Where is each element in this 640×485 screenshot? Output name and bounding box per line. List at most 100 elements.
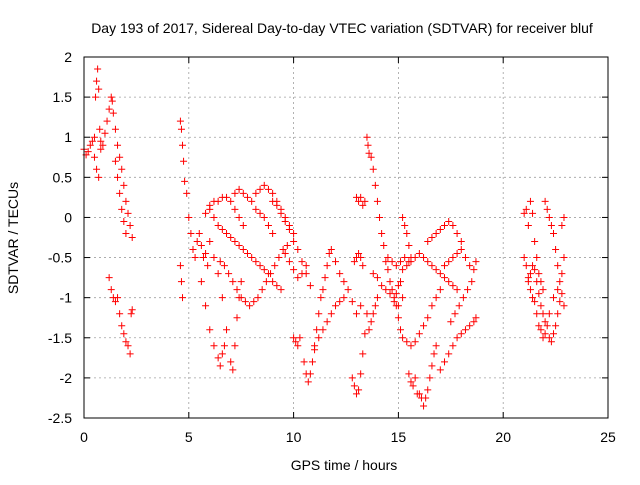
data-point: [352, 390, 360, 398]
data-point: [560, 254, 568, 262]
data-point: [185, 213, 193, 221]
data-point: [535, 270, 543, 278]
data-point: [524, 278, 532, 286]
data-point: [541, 318, 549, 326]
data-point: [361, 330, 369, 338]
data-point: [183, 189, 191, 197]
data-point: [436, 366, 444, 374]
data-point: [116, 153, 124, 161]
data-point: [290, 266, 298, 274]
data-point: [323, 318, 331, 326]
data-point: [541, 330, 549, 338]
data-point: [302, 262, 310, 270]
data-point: [432, 229, 440, 237]
data-point: [189, 246, 197, 254]
data-point: [547, 221, 555, 229]
data-point: [122, 229, 130, 237]
data-point: [428, 302, 436, 310]
y-axis-ticks: -2.5 -2 -1.5 -1 -0.5 0 0.5 1 1.5 2: [48, 49, 608, 426]
data-point: [95, 173, 103, 181]
data-point: [445, 350, 453, 358]
data-point: [306, 370, 314, 378]
data-point: [399, 294, 407, 302]
data-point: [105, 274, 113, 282]
data-point: [107, 93, 115, 101]
data-point: [396, 326, 404, 334]
data-point: [424, 238, 432, 246]
data-point: [344, 286, 352, 294]
data-point: [218, 294, 226, 302]
data-point: [399, 334, 407, 342]
data-point: [269, 278, 277, 286]
data-point: [436, 270, 444, 278]
data-point: [373, 274, 381, 282]
data-point: [539, 310, 547, 318]
data-point: [126, 221, 134, 229]
data-point: [470, 266, 478, 274]
data-point: [233, 286, 241, 294]
y-tick-label: 1.5: [53, 89, 73, 105]
data-point: [116, 310, 124, 318]
data-point: [554, 262, 562, 270]
data-point: [271, 262, 279, 270]
data-point: [260, 266, 268, 274]
data-point: [522, 205, 530, 213]
data-point: [229, 278, 237, 286]
data-point: [252, 258, 260, 266]
data-point: [529, 294, 537, 302]
data-point: [126, 350, 134, 358]
data-point: [464, 286, 472, 294]
data-point: [323, 262, 331, 270]
data-point: [394, 282, 402, 290]
data-point: [350, 382, 358, 390]
data-point: [520, 209, 528, 217]
data-point: [273, 201, 281, 209]
data-point: [210, 342, 218, 350]
data-point: [340, 294, 348, 302]
data-point: [396, 258, 404, 266]
y-tick-label: -2: [60, 370, 73, 386]
data-point: [99, 141, 107, 149]
data-point: [426, 374, 434, 382]
data-point: [267, 270, 275, 278]
data-point: [227, 197, 235, 205]
data-point: [285, 258, 293, 266]
data-point: [472, 258, 480, 266]
data-point: [373, 294, 381, 302]
data-point: [432, 294, 440, 302]
data-point: [531, 266, 539, 274]
data-point: [388, 258, 396, 266]
data-point: [202, 302, 210, 310]
data-point: [457, 330, 465, 338]
data-point: [248, 254, 256, 262]
x-tick-label: 5: [185, 429, 193, 445]
x-tick-label: 25: [600, 429, 616, 445]
data-point: [378, 229, 386, 237]
data-point: [371, 181, 379, 189]
data-point: [304, 378, 312, 386]
data-point: [243, 250, 251, 258]
data-point: [199, 254, 207, 262]
data-point: [550, 330, 558, 338]
data-point: [531, 298, 539, 306]
data-point: [520, 254, 528, 262]
data-point: [210, 213, 218, 221]
data-point: [277, 209, 285, 217]
data-point: [359, 350, 367, 358]
data-point: [180, 157, 188, 165]
data-point: [308, 358, 316, 366]
data-point: [420, 322, 428, 330]
data-point: [436, 225, 444, 233]
data-point: [94, 65, 102, 73]
data-point: [420, 402, 428, 410]
data-point: [93, 165, 101, 173]
data-point: [430, 350, 438, 358]
data-point: [373, 197, 381, 205]
data-point: [231, 342, 239, 350]
data-point: [294, 274, 302, 282]
data-point: [457, 246, 465, 254]
data-point: [96, 125, 104, 133]
data-point: [453, 250, 461, 258]
